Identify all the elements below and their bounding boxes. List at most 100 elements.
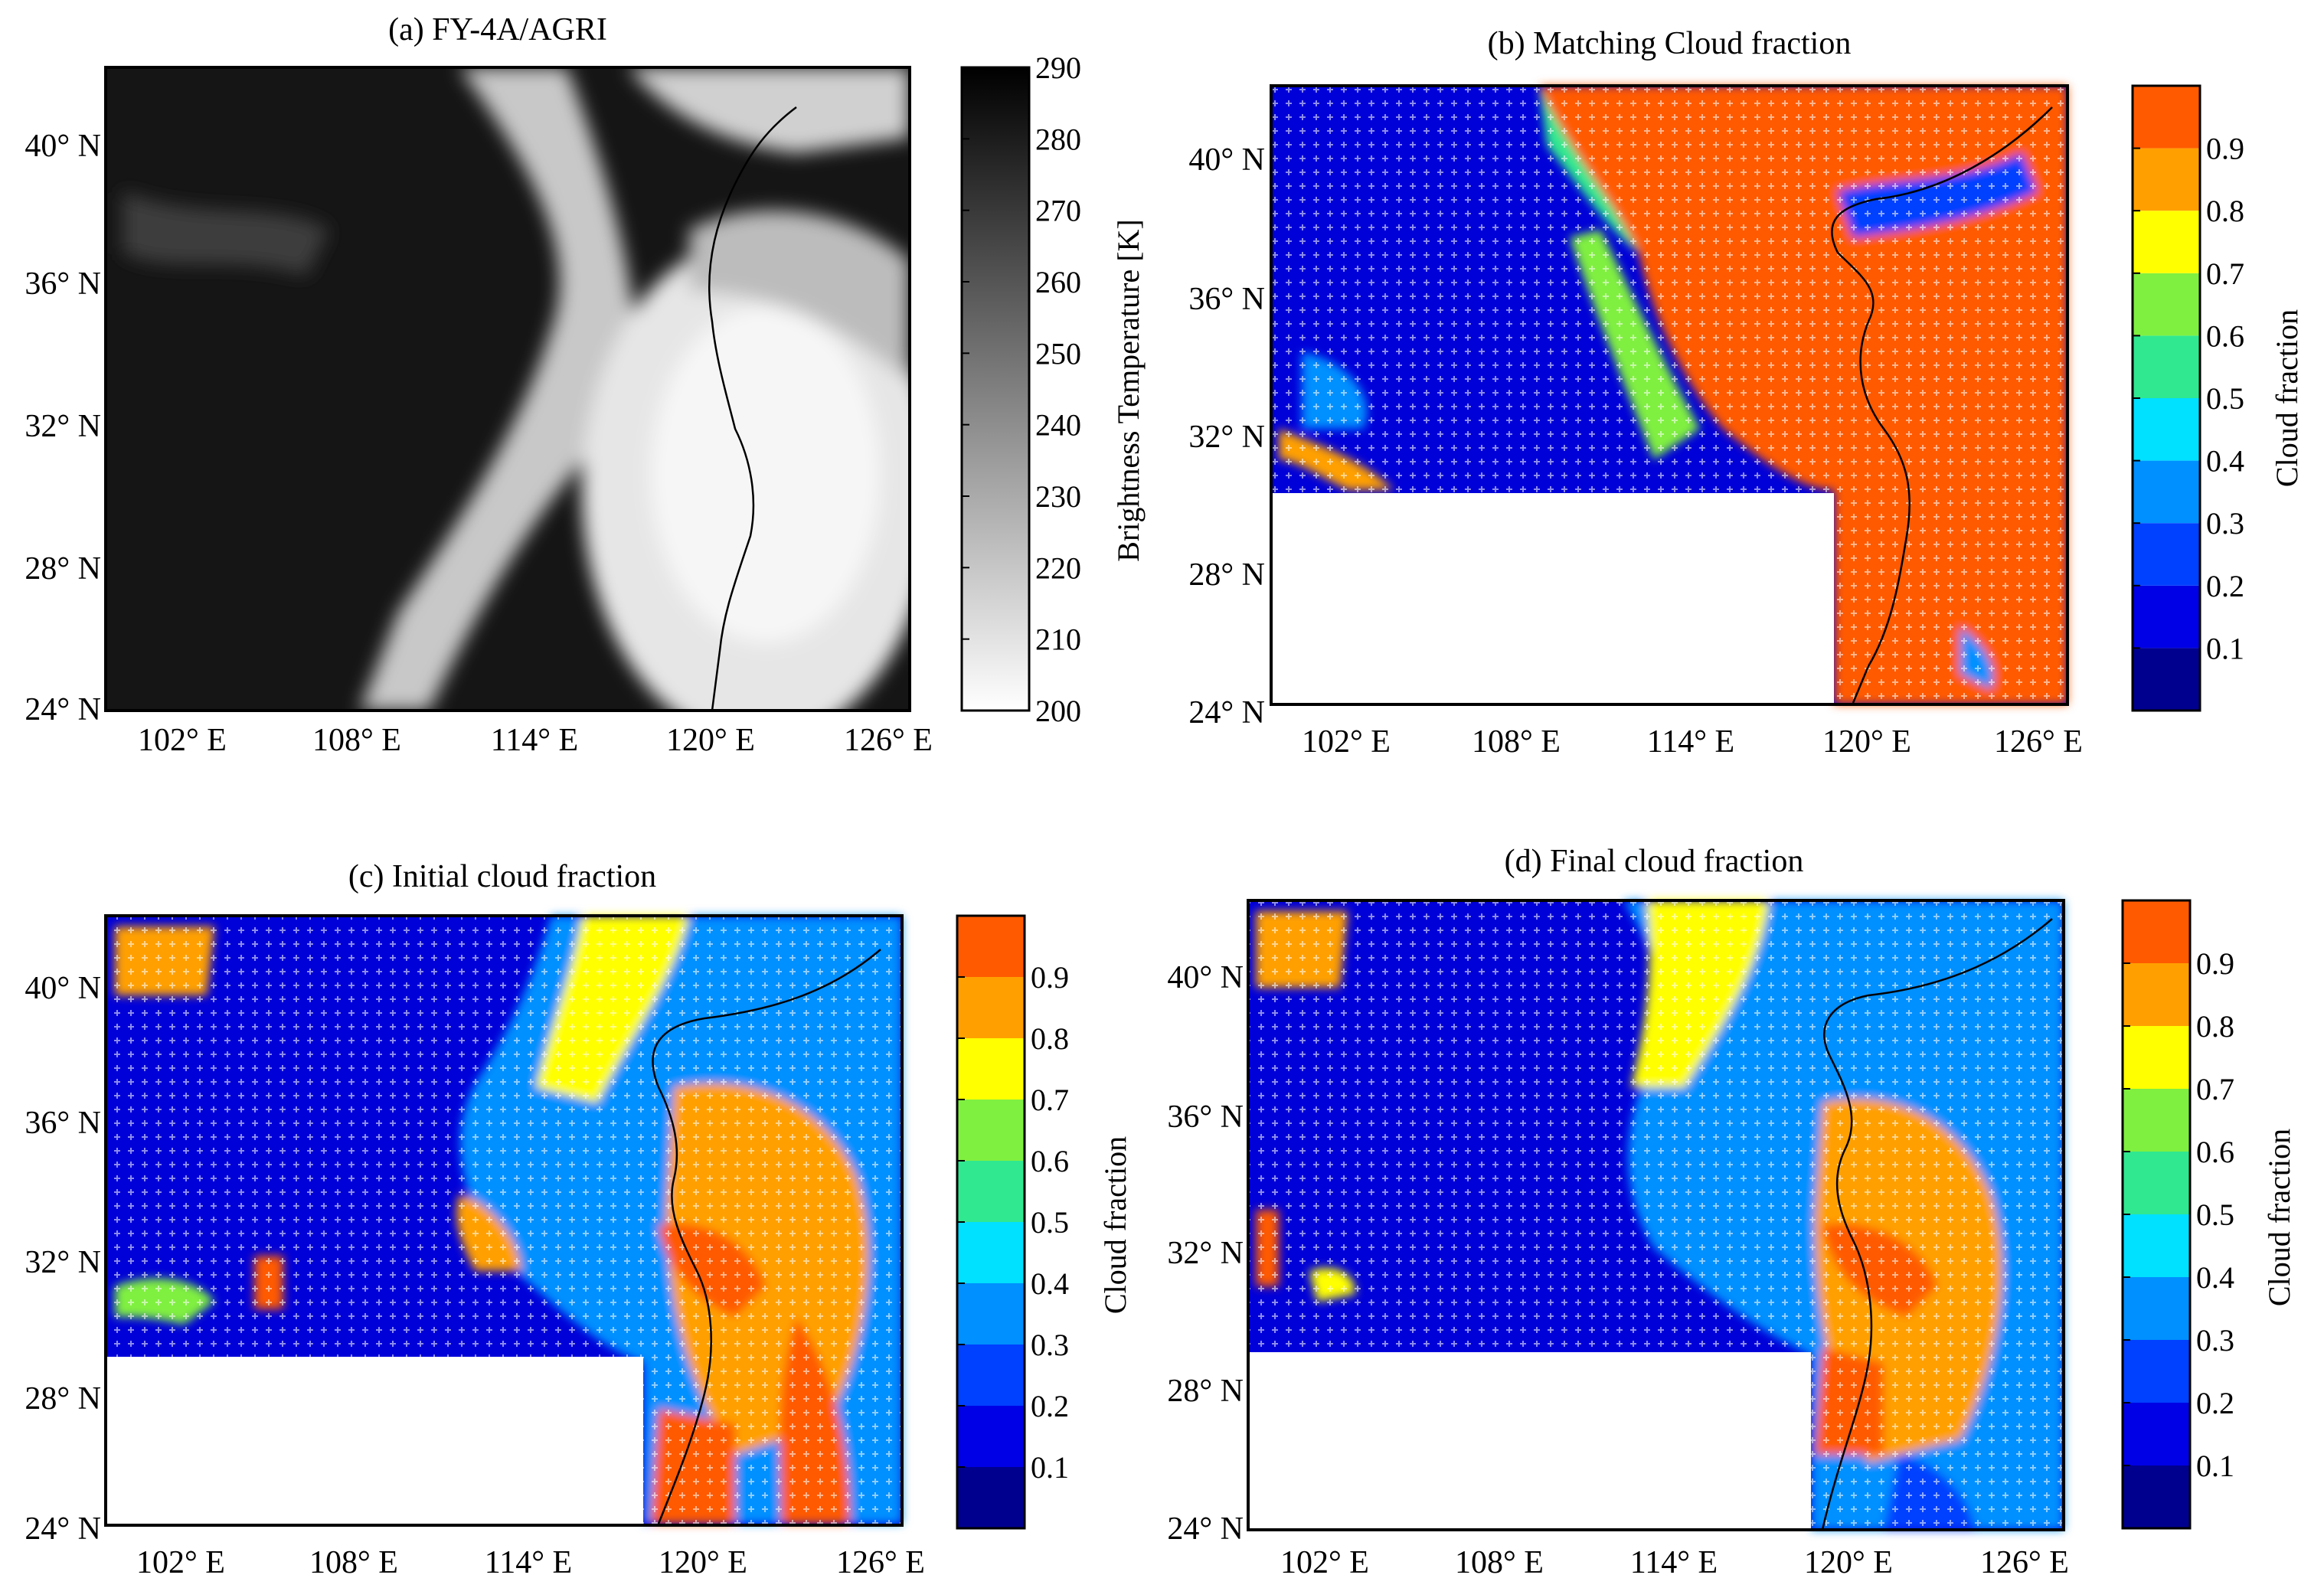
panel-a-frame [104,66,911,712]
colorbar-segment [2123,1214,2190,1277]
panel-c-lat-ticks: 40° N 36° N 32° N 28° N 24° N [25,971,101,1547]
colorbar-tick-label: 0.3 [1031,1328,1069,1362]
panel-b-lat-36: 36° N [1188,282,1265,317]
panel-b-title: (b) Matching Cloud fraction [1488,26,1852,61]
colorbar-segment [2133,460,2200,524]
colorbar-segment [2123,1465,2190,1528]
colorbar-tick-label: 270 [1035,194,1081,228]
panel-d-lon-126: 126° E [1980,1545,2069,1580]
panel-c-lon-114: 114° E [485,1545,572,1580]
colorbar-tick-label: 0.5 [1031,1205,1069,1240]
panel-c-lon-108: 108° E [309,1545,398,1580]
panel-c-lat-28: 28° N [25,1381,101,1416]
panel-b-lon-ticks: 102° E 108° E 114° E 120° E 126° E [1302,724,2083,760]
colorbar-tick-label: 0.2 [2196,1386,2234,1420]
colorbar-tick-label: 0.9 [1031,960,1069,995]
panel-a-lat-24: 24° N [25,692,101,727]
panel-d-no-data-region [1250,1352,1811,1528]
panel-c-map [104,914,904,1527]
colorbar-tick-label: 0.1 [2196,1449,2234,1483]
panel-d-lat-32: 32° N [1167,1236,1244,1271]
panel-d-lat-24: 24° N [1167,1511,1244,1547]
panel-c-lat-36: 36° N [25,1106,101,1141]
panel-b-lon-108: 108° E [1472,724,1561,760]
panel-a-map [104,66,911,712]
colorbar-tick-label: 240 [1035,408,1081,443]
colorbar-segment [957,1038,1025,1100]
colorbar-tick-label: 230 [1035,479,1081,514]
colorbar-tick-label: 210 [1035,622,1081,657]
colorbar-tick-label: 200 [1035,694,1081,728]
colorbar-segment [2133,335,2200,398]
panel-d-lat-36: 36° N [1167,1100,1244,1135]
colorbar-segment [2133,148,2200,211]
colorbar-segment [957,1345,1025,1406]
colorbar-segment [2133,86,2200,149]
colorbar-tick-label: 0.9 [2196,946,2234,981]
panel-a-colorbar-ticks: 200 210 220 230 240 250 260 270 280 290 [962,51,1081,728]
panel-a-lat-36: 36° N [25,266,101,302]
panel-d-lon-102: 102° E [1280,1545,1369,1580]
panel-c-no-data-region [107,1357,643,1524]
colorbar-segment [2133,648,2200,711]
panel-b: (b) Matching Cloud fraction 40° N 36° N … [1188,26,2304,760]
panel-d-lat-28: 28° N [1167,1374,1244,1409]
colorbar-segment [2123,1089,2190,1152]
panel-a-colorbar-label: Brightness Temperature [K] [1111,219,1146,561]
panel-c-lat-40: 40° N [25,971,101,1006]
panel-b-lat-32: 32° N [1188,420,1265,455]
panel-b-coastline [1831,106,2053,704]
panel-a-lat-ticks: 40° N 36° N 32° N 28° N 24° N [25,129,101,727]
panel-d-lon-ticks: 102° E 108° E 114° E 120° E 126° E [1280,1545,2069,1580]
panel-a-lon-102: 102° E [138,723,227,758]
colorbar-segment [957,1467,1025,1528]
colorbar-tick-label: 0.5 [2196,1198,2234,1232]
panel-c-colorbar: 0.1 0.2 0.3 0.4 0.5 0.6 0.7 0.8 0.9 Cloud fracti… [956,914,1133,1530]
panel-b-lon-102: 102° E [1302,724,1391,760]
colorbar-segment [2133,585,2200,649]
panel-c-lon-ticks: 102° E 108° E 114° E 120° E 126° E [136,1545,925,1580]
panel-c-lon-102: 102° E [136,1545,225,1580]
colorbar-segment [957,916,1025,977]
panel-b-lon-114: 114° E [1647,724,1734,760]
colorbar-segment [2123,1277,2190,1340]
panel-a-colorbar-bar [960,66,1031,712]
panel-c-coastline [652,949,881,1524]
colorbar-tick-label: 0.3 [2206,506,2244,541]
panel-b-map [1270,84,2069,706]
panel-d-frame [1247,899,2065,1531]
panel-b-lon-126: 126° E [1994,724,2083,760]
colorbar-segment [2123,1152,2190,1214]
colorbar-segment [2123,1340,2190,1403]
colorbar-segment [2123,963,2190,1026]
colorbar-tick-label: 0.1 [1031,1450,1069,1485]
colorbar-segment [2133,398,2200,461]
colorbar-tick-label: 0.6 [2206,319,2244,353]
panel-d-lat-ticks: 40° N 36° N 32° N 28° N 24° N [1167,960,1244,1547]
panel-a-lon-126: 126° E [844,723,933,758]
panel-c-lat-32: 32° N [25,1245,101,1280]
panel-b-frame [1270,84,2069,706]
colorbar-tick-label: 0.5 [2206,381,2244,416]
colorbar-tick-label: 260 [1035,265,1081,299]
colorbar-segment [2123,900,2190,963]
panel-c-colorbar-label: Cloud fraction [1098,1136,1133,1314]
colorbar-tick-label: 0.6 [2196,1135,2234,1169]
panel-d: (d) Final cloud fraction 40° N 36° N [1167,844,2296,1580]
colorbar-tick-label: 0.8 [2206,194,2244,228]
panel-c-lon-126: 126° E [836,1545,925,1580]
colorbar-tick-label: 0.4 [1031,1266,1069,1301]
colorbar-tick-label: 0.4 [2206,444,2244,479]
panel-b-colorbar-ticks: 0.1 0.2 0.3 0.4 0.5 0.6 0.7 0.8 0.9 [2133,132,2244,665]
panel-c-colorbar-ticks: 0.1 0.2 0.3 0.4 0.5 0.6 0.7 0.8 0.9 [957,960,1069,1485]
colorbar-segment [2133,211,2200,273]
panel-b-lat-40: 40° N [1188,142,1265,178]
panel-a: (a) FY-4A/AGRI 40° N 36° N 32° N 28° N 2… [25,12,1146,758]
colorbar-tick-label: 0.9 [2206,132,2244,166]
panel-c-colorbar-segments [957,916,1025,1528]
panel-d-colorbar-label: Cloud fraction [2262,1129,2296,1306]
panel-d-title: (d) Final cloud fraction [1505,844,1804,879]
panel-a-lon-114: 114° E [491,723,578,758]
colorbar-tick-label: 0.7 [1031,1083,1069,1117]
colorbar-tick-label: 0.1 [2206,631,2244,665]
